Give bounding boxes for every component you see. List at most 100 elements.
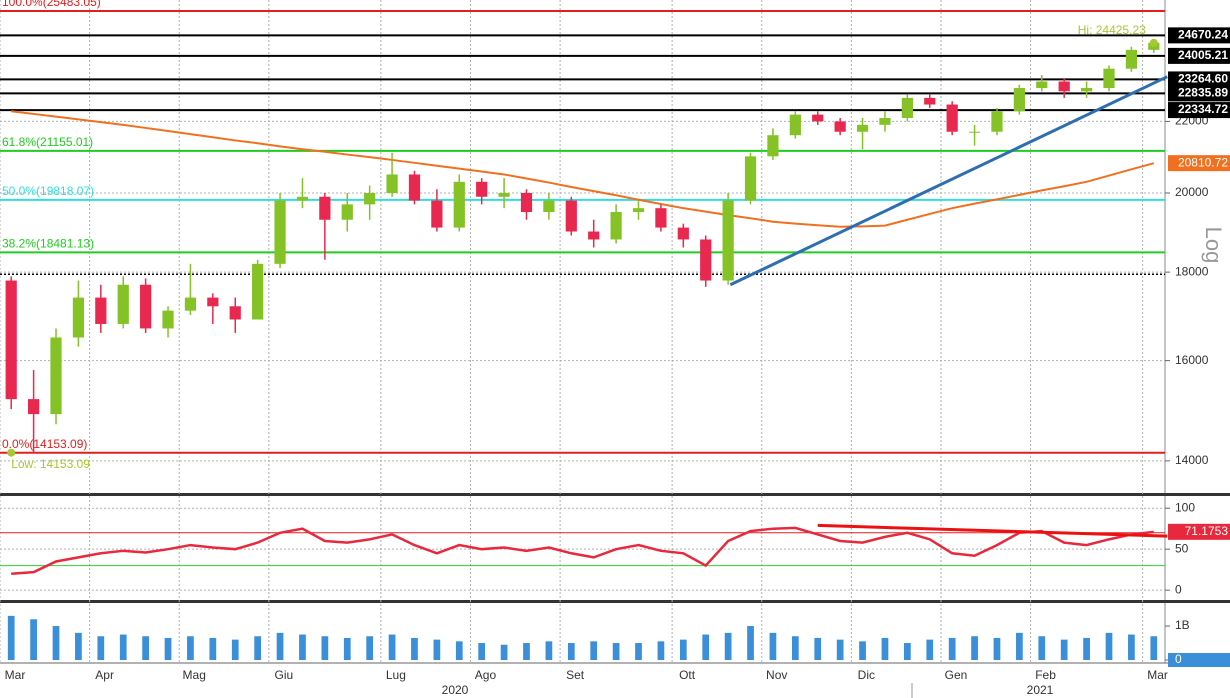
year-label: 2020 (442, 683, 469, 697)
candle-body (274, 200, 286, 264)
volume-bar (97, 636, 105, 661)
value-tag-label: 20810.72 (1178, 155, 1228, 169)
panel-separator (0, 493, 1230, 496)
candle-body (1013, 88, 1025, 112)
candle-body (341, 204, 353, 220)
candle-body (50, 337, 62, 415)
value-tag-label: 71.1753 (1185, 524, 1229, 538)
candle-body (722, 200, 734, 281)
candle-body (520, 192, 533, 213)
volume-bar (254, 636, 262, 661)
candle-body (856, 124, 869, 132)
level-tag (1168, 71, 1230, 88)
volume-bar (1150, 636, 1158, 661)
level-tag (1168, 85, 1230, 102)
candle-body (789, 114, 801, 136)
y-tick-label: 16000 (1175, 353, 1209, 367)
candle-body (72, 297, 85, 338)
level-label: 50.0%(19818.07) (2, 184, 94, 198)
volume-bar (657, 641, 665, 661)
trendline (729, 75, 1168, 287)
axis-label: Log (1201, 227, 1226, 264)
x-tick-label: Gen (945, 668, 968, 682)
annotation-dot (1149, 38, 1158, 47)
volume-bar (142, 636, 149, 661)
volume-bar (903, 643, 911, 661)
candle-body (767, 135, 779, 157)
volume-bar (635, 643, 642, 661)
x-tick-label: Dic (858, 668, 875, 682)
volume-bar (411, 637, 418, 661)
x-tick-label: Lug (386, 668, 406, 682)
year-label: 2021 (1027, 683, 1054, 697)
value-tag (1168, 523, 1230, 540)
annotation-label: Hi: 24425.23 (1078, 23, 1146, 37)
candle-body (229, 306, 241, 320)
volume-bar (567, 643, 575, 661)
volume-bar (75, 632, 82, 661)
volume-bar (993, 637, 1001, 661)
volume-bar (1060, 639, 1068, 661)
level-tag-label: 24670.24 (1178, 28, 1228, 42)
x-tick-label: Ott (679, 668, 696, 682)
level-tag-label: 23264.60 (1178, 72, 1228, 86)
candle-body (879, 118, 891, 125)
candle-body (117, 284, 129, 324)
x-tick-label: Ago (475, 668, 497, 682)
trendline (817, 523, 1168, 538)
x-tick-label: Apr (95, 668, 114, 682)
volume-bar (881, 637, 889, 661)
x-tick-label: Nov (766, 668, 787, 682)
candle-body (95, 297, 107, 324)
volume-bar (590, 641, 598, 661)
candle-body (946, 104, 958, 132)
volume-bar (388, 634, 396, 661)
candle-body (476, 181, 488, 197)
candle-body (543, 200, 555, 213)
level-label: 38.2%(18481.13) (2, 236, 94, 250)
x-tick-label: Feb (1035, 668, 1056, 682)
candle-body (140, 284, 152, 329)
y-tick-label: 50 (1175, 541, 1189, 555)
value-tag (1168, 155, 1230, 172)
volume-bar (814, 637, 822, 661)
volume-bar (299, 634, 306, 661)
candle-body (5, 280, 17, 400)
rsi-line (11, 526, 1154, 576)
volume-bar (187, 636, 194, 661)
x-tick-label: Mag (183, 668, 206, 682)
y-tick-label: 1B (1175, 618, 1190, 632)
x-tick-label: Mar (1147, 668, 1168, 682)
candle-body (924, 97, 936, 105)
zero-tag (1168, 653, 1230, 668)
volume-bar (7, 615, 15, 661)
candle-body (812, 114, 824, 122)
candle-body (28, 399, 40, 415)
candle-body (431, 200, 443, 228)
volume-bar (747, 626, 754, 661)
volume-bar (455, 641, 463, 661)
annotation-dot (7, 448, 16, 457)
x-tick-label: Mar (5, 668, 26, 682)
volume-bar (859, 641, 866, 661)
y-tick-label: 100 (1175, 500, 1195, 514)
candle-body (207, 297, 219, 307)
level-tag-label: 24005.21 (1178, 48, 1228, 62)
candle-body (498, 192, 510, 197)
candle-body (655, 208, 667, 228)
candle-body (386, 174, 398, 193)
moving-average (11, 110, 1155, 228)
level-label: 100.0%(25483.05) (2, 0, 101, 9)
volume-bar (209, 637, 217, 661)
candle-body (700, 239, 712, 281)
volume-bar (1128, 634, 1135, 661)
volume-bar (478, 643, 486, 661)
candle-body (588, 231, 600, 240)
panel-separator (0, 600, 1230, 603)
volume-bar (545, 641, 553, 661)
level-label: 0.0%(14153.09) (2, 437, 87, 451)
y-tick-label: 0 (1175, 652, 1182, 666)
candle-body (1036, 81, 1048, 89)
volume-bar (276, 632, 284, 661)
candle-body (296, 196, 309, 201)
